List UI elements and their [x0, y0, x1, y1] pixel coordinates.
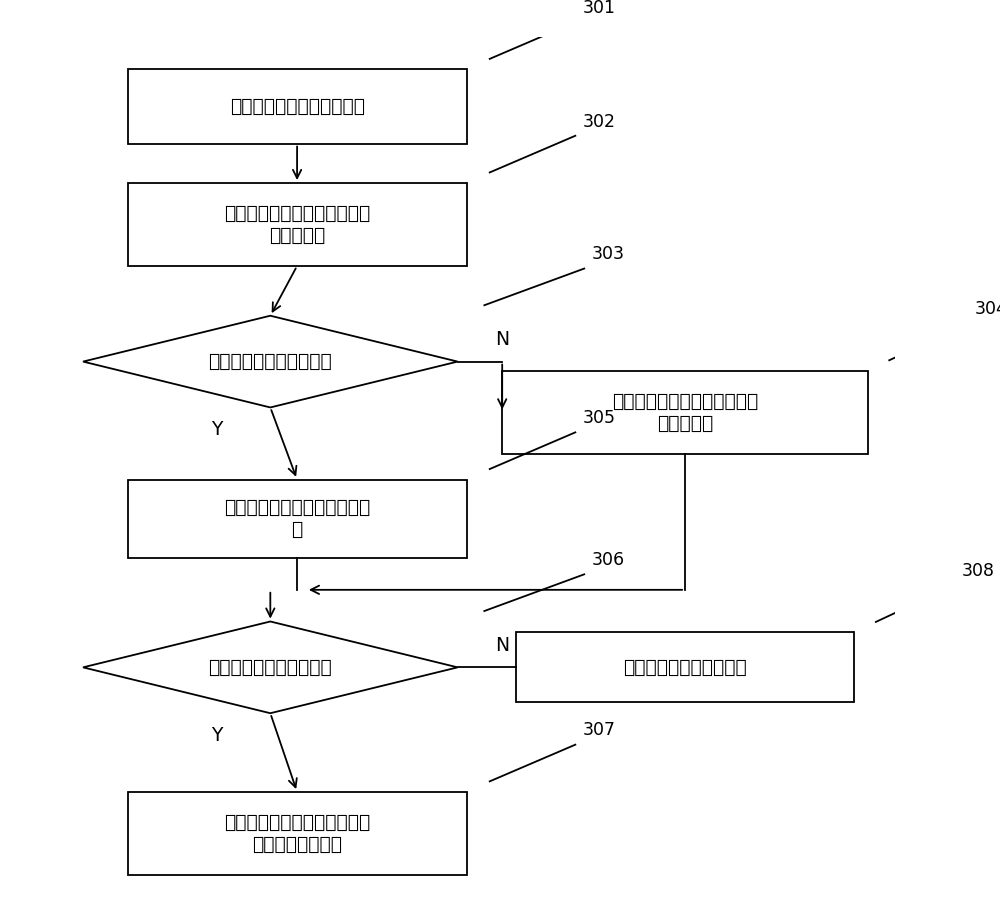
Text: 确定为第二衰减控制电压: 确定为第二衰减控制电压	[623, 658, 747, 677]
Text: N: N	[495, 636, 509, 655]
Text: 306: 306	[591, 551, 625, 569]
Text: N: N	[495, 331, 509, 350]
Text: 确定第一预设衰减控制电压: 确定第一预设衰减控制电压	[230, 97, 365, 116]
Text: 大于预设功率电压阈値？: 大于预设功率电压阈値？	[208, 658, 332, 677]
Text: 304: 304	[975, 300, 1000, 319]
Text: 305: 305	[582, 409, 615, 427]
Bar	[516, 633, 854, 702]
Text: 周期采样，得到当前采样周期
的采样电压: 周期采样，得到当前采样周期 的采样电压	[224, 204, 370, 245]
Polygon shape	[83, 316, 458, 407]
Text: 根据对照表，确定当前采样周
期的衰减控制电压: 根据对照表，确定当前采样周 期的衰减控制电压	[224, 813, 370, 854]
Text: 302: 302	[582, 112, 615, 131]
Bar	[128, 69, 467, 143]
Text: 303: 303	[591, 246, 624, 263]
Polygon shape	[83, 622, 458, 713]
Text: 采用公式，确定当前采样周期
的功率电压: 采用公式，确定当前采样周期 的功率电压	[612, 392, 758, 433]
Text: Y: Y	[211, 420, 223, 439]
Bar	[128, 792, 467, 875]
Text: 307: 307	[582, 721, 615, 740]
Text: 308: 308	[961, 562, 994, 580]
Bar	[128, 479, 467, 558]
Text: 小于预设采样电压阈値？: 小于预设采样电压阈値？	[208, 352, 332, 371]
Bar	[502, 371, 868, 454]
Text: Y: Y	[211, 726, 223, 745]
Text: 301: 301	[582, 0, 615, 17]
Text: 确定为上一采样周期的功率电
压: 确定为上一采样周期的功率电 压	[224, 498, 370, 540]
Bar	[128, 183, 467, 266]
